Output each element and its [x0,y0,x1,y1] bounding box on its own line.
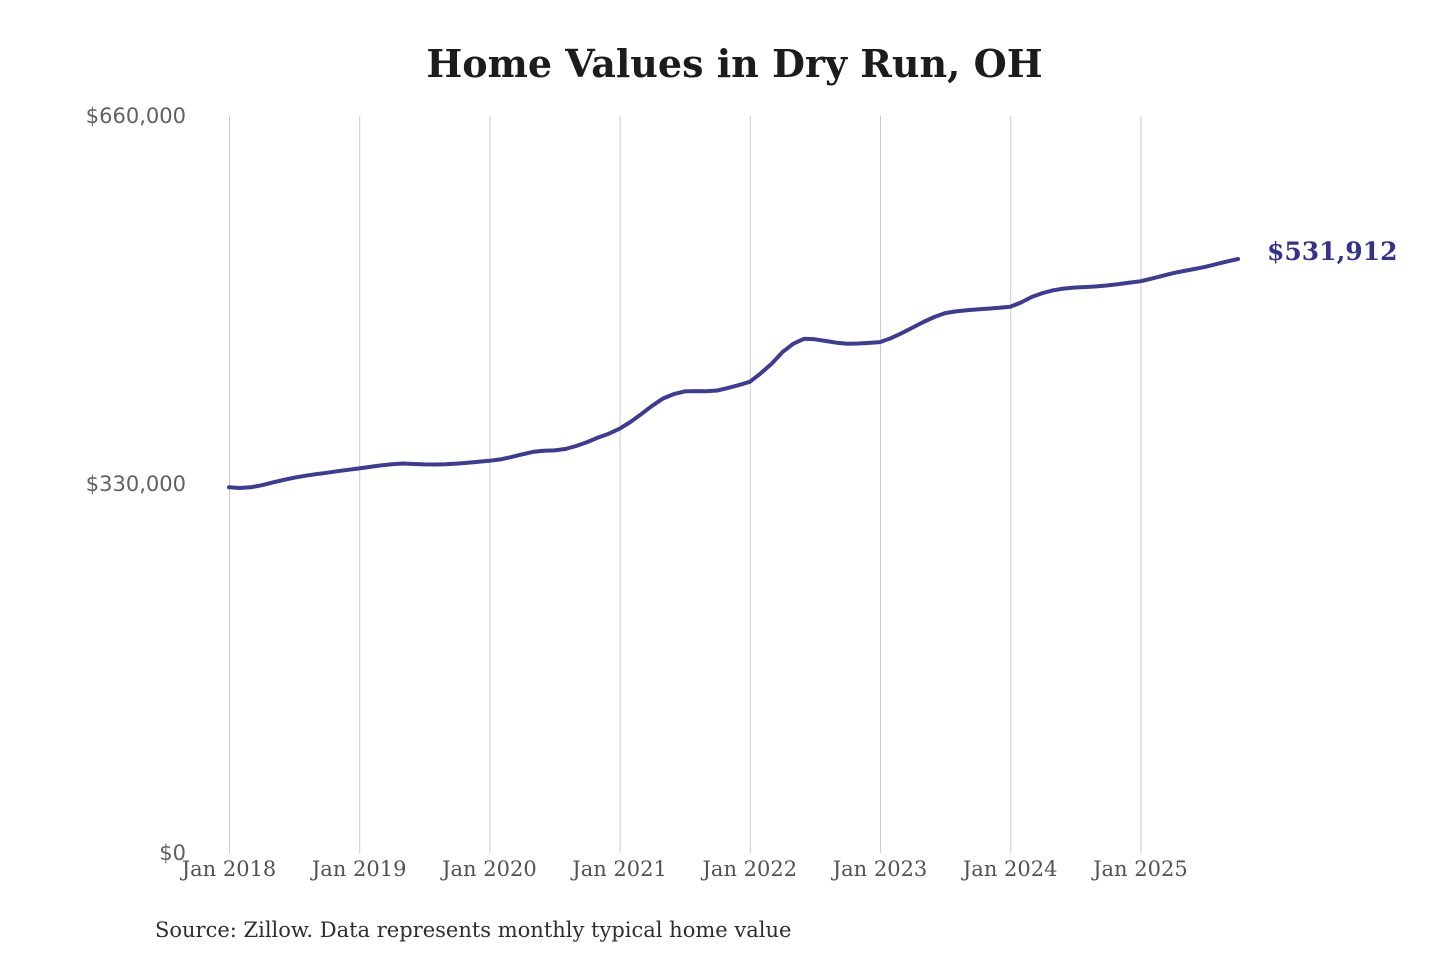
y-axis-label-0: $0 [159,841,186,865]
x-axis-label: Jan 2024 [962,857,1058,881]
chart-canvas [227,116,1240,853]
y-axis-label-330000: $330,000 [85,472,186,496]
x-axis-label: Jan 2023 [832,857,928,881]
final-value-label: $531,912 [1267,237,1398,266]
x-axis-label: Jan 2019 [311,857,407,881]
y-axis-label-660000: $660,000 [85,104,186,128]
source-note: Source: Zillow. Data represents monthly … [155,918,792,942]
x-axis-label: Jan 2018 [181,857,277,881]
plot-area [227,116,1240,853]
x-axis-label: Jan 2021 [572,857,667,881]
x-axis-label: Jan 2025 [1093,857,1188,881]
chart-title: Home Values in Dry Run, OH [426,41,1043,86]
x-axis-label: Jan 2020 [442,857,537,881]
x-axis-label: Jan 2022 [702,857,798,881]
home-value-line [227,257,1240,490]
